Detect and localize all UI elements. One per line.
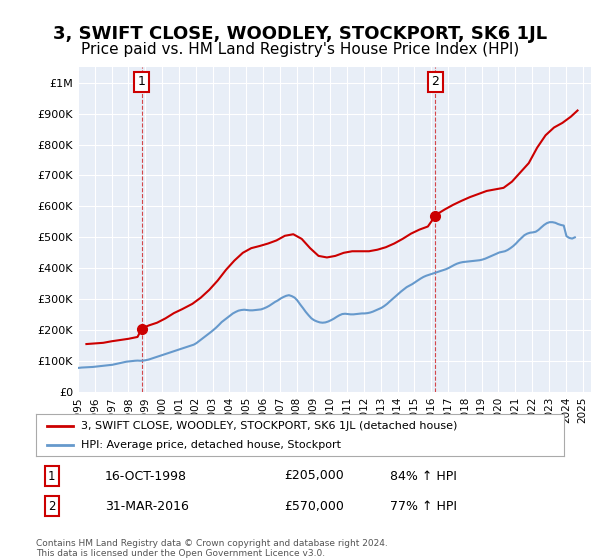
Text: 77% ↑ HPI: 77% ↑ HPI (390, 500, 457, 513)
Text: Price paid vs. HM Land Registry's House Price Index (HPI): Price paid vs. HM Land Registry's House … (81, 42, 519, 57)
Text: 2: 2 (48, 500, 56, 513)
Text: 1: 1 (138, 75, 146, 88)
Text: 84% ↑ HPI: 84% ↑ HPI (390, 469, 457, 483)
Text: 3, SWIFT CLOSE, WOODLEY, STOCKPORT, SK6 1JL: 3, SWIFT CLOSE, WOODLEY, STOCKPORT, SK6 … (53, 25, 547, 43)
Text: 1: 1 (48, 469, 56, 483)
Text: 2: 2 (431, 75, 439, 88)
Text: 3, SWIFT CLOSE, WOODLEY, STOCKPORT, SK6 1JL (detached house): 3, SWIFT CLOSE, WOODLEY, STOCKPORT, SK6 … (81, 421, 457, 431)
Text: £570,000: £570,000 (284, 500, 344, 513)
Text: 16-OCT-1998: 16-OCT-1998 (104, 469, 187, 483)
Text: 31-MAR-2016: 31-MAR-2016 (104, 500, 188, 513)
Text: HPI: Average price, detached house, Stockport: HPI: Average price, detached house, Stoc… (81, 440, 341, 450)
Text: £205,000: £205,000 (284, 469, 344, 483)
Text: Contains HM Land Registry data © Crown copyright and database right 2024.
This d: Contains HM Land Registry data © Crown c… (36, 539, 388, 558)
